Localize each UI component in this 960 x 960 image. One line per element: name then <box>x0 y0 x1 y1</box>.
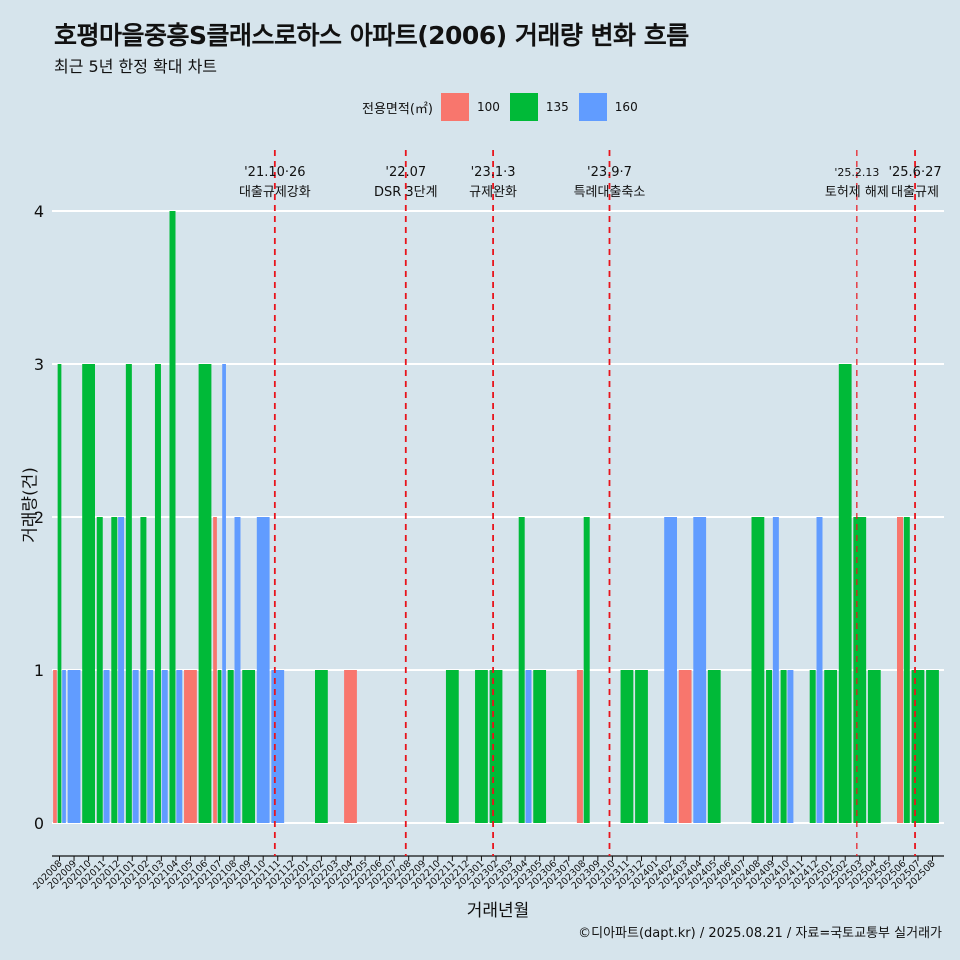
y-tick-label-1: 1 <box>34 661 44 680</box>
bar-202504-135 <box>867 670 881 823</box>
legend: 전용면적(㎡) 100 135 160 <box>362 92 648 122</box>
legend-label-135: 135 <box>545 100 569 114</box>
y-tick-label-0: 0 <box>34 814 44 833</box>
event-label-3: 특례대출축소 <box>574 185 646 200</box>
bar-202412-160 <box>816 517 823 823</box>
event-date-5: '25.6·27 <box>888 165 941 180</box>
bar-202508-135 <box>926 670 939 823</box>
bar-202507-135 <box>911 670 925 823</box>
event-label-4: 토허제 해제 <box>825 185 889 200</box>
bar-202102-135 <box>140 517 147 823</box>
bar-202012-160 <box>118 517 125 823</box>
bar-202106-135 <box>198 364 212 823</box>
chart-subtitle: 최근 5년 한정 확대 차트 <box>54 57 218 76</box>
bar-202308-100 <box>576 670 583 823</box>
bar-202008-100 <box>53 670 57 823</box>
event-date-4: '25.2.13 <box>834 166 879 179</box>
legend-label-100: 100 <box>476 100 500 114</box>
bar-202409-160 <box>772 517 779 823</box>
bar-202102-160 <box>147 670 154 823</box>
bar-202409-135 <box>766 670 773 823</box>
bar-202104-160 <box>176 670 183 823</box>
bar-202502-135 <box>838 364 852 823</box>
bar-202101-160 <box>132 670 139 823</box>
bar-202104-135 <box>169 211 176 823</box>
y-tick-label-4: 4 <box>34 202 44 221</box>
bar-202301-135 <box>475 670 488 823</box>
bar-202101-135 <box>125 364 132 823</box>
bar-202304-160 <box>525 670 532 823</box>
bar-202011-135 <box>96 517 103 823</box>
bar-202405-135 <box>707 670 721 823</box>
bar-202008-135 <box>57 364 62 823</box>
legend-swatch-135 <box>509 93 538 121</box>
bar-202403-100 <box>678 670 692 823</box>
chart-title: 호평마을중흥S클래스로하스 아파트(2006) 거래량 변화 흐름 <box>54 21 689 50</box>
bar-202408-135 <box>751 517 765 823</box>
bar-202103-160 <box>161 670 168 823</box>
y-axis-label: 거래량(건) <box>20 467 41 543</box>
bar-202302-135 <box>489 670 503 823</box>
bar-202204-100 <box>344 670 357 823</box>
bar-202107-100 <box>213 517 217 823</box>
event-date-2: '23.1·3 <box>471 165 516 180</box>
legend-swatch-100 <box>440 93 469 121</box>
bar-202107-160 <box>222 364 226 823</box>
bar-202011-160 <box>103 670 110 823</box>
bar-202008-160 <box>62 670 66 823</box>
legend-swatch-160 <box>578 93 607 121</box>
bar-202506-100 <box>897 517 903 823</box>
bar-202410-160 <box>787 670 794 823</box>
y-tick-label-3: 3 <box>34 355 44 374</box>
bar-202308-135 <box>583 517 590 823</box>
bar-202506-135 <box>903 517 910 823</box>
bar-202103-135 <box>154 364 161 823</box>
event-label-2: 규제완화 <box>469 185 517 200</box>
bar-202404-160 <box>693 517 707 823</box>
bar-202211-135 <box>445 670 459 823</box>
bar-202312-135 <box>635 670 648 823</box>
bar-202311-135 <box>620 670 634 823</box>
bar-202108-160 <box>234 517 241 823</box>
bar-202108-135 <box>227 670 234 823</box>
bar-202111-160 <box>271 670 285 823</box>
legend-item-100: 100 <box>440 93 500 121</box>
source-caption: ©디아파트(dapt.kr) / 2025.08.21 / 자료=국토교통부 실… <box>578 926 942 941</box>
bar-202412-135 <box>809 670 816 823</box>
event-label-5: 대출규제 <box>891 185 939 200</box>
event-label-0: 대출규제강화 <box>239 185 311 200</box>
legend-item-135: 135 <box>509 93 569 121</box>
x-axis-label: 거래년월 <box>466 901 530 921</box>
bar-202503-135 <box>853 517 867 823</box>
event-label-1: DSR 3단계 <box>374 185 438 200</box>
bar-202009-160 <box>67 670 81 823</box>
legend-label-160: 160 <box>614 100 638 114</box>
bar-202110-160 <box>256 517 270 823</box>
legend-item-160: 160 <box>578 93 638 121</box>
bar-202305-135 <box>533 670 547 823</box>
bar-202105-100 <box>184 670 197 823</box>
bar-202402-160 <box>664 517 677 823</box>
bar-202501-135 <box>824 670 838 823</box>
bar-202202-135 <box>315 670 328 823</box>
bar-202012-135 <box>111 517 118 823</box>
event-date-0: '21.10·26 <box>244 165 305 180</box>
event-date-3: '23.9·7 <box>587 165 632 180</box>
legend-title: 전용면적(㎡) <box>362 101 433 117</box>
event-date-1: '22.07 <box>385 165 426 180</box>
bar-202109-135 <box>242 670 256 823</box>
bar-202107-135 <box>217 670 222 823</box>
bar-202304-135 <box>518 517 525 823</box>
bar-202010-135 <box>82 364 95 823</box>
y-tick-label-2: 2 <box>34 508 44 527</box>
bar-202410-135 <box>780 670 787 823</box>
